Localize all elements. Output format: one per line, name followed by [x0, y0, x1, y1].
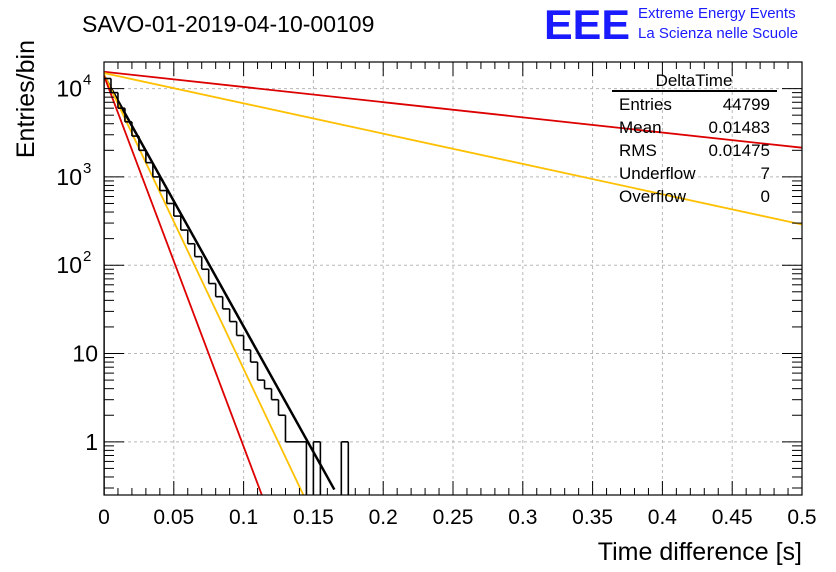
eee-logo: EEE Extreme Energy Events La Scienza nel… [544, 1, 798, 48]
x-tick-label: 0.5 [787, 506, 816, 529]
x-axis-label: Time difference [s] [598, 538, 802, 566]
y-tick-exponent: 3 [83, 160, 91, 177]
stats-row-label: RMS [619, 141, 657, 160]
fit-curve-line [104, 72, 802, 226]
y-tick-label: 10 [56, 252, 82, 278]
fit-curve-line [104, 70, 802, 149]
x-tick-label: 0.25 [433, 506, 474, 529]
x-axis-ticks: 0 0.05 0.1 0.15 0.2 0.25 0.3 0.35 0.4 0.45 0.5 [98, 62, 817, 529]
fit-curve-line [104, 73, 305, 495]
x-tick-label: 0.4 [648, 506, 678, 529]
eee-logo-line1: Extreme Energy Events [638, 5, 796, 22]
x-tick-label: 0.45 [712, 506, 753, 529]
stats-row-value: 0.01483 [709, 118, 770, 137]
y-axis-label: Entries/bin [12, 40, 40, 158]
x-tick-label: 0 [98, 506, 110, 529]
x-tick-label: 0.05 [153, 506, 194, 529]
y-tick-exponent: 4 [83, 72, 91, 89]
stats-row-value: 7 [761, 164, 770, 183]
stats-row-value: 44799 [723, 95, 770, 114]
fit-curve-line [104, 75, 263, 495]
x-tick-label: 0.1 [229, 506, 258, 529]
x-tick-label: 0.15 [293, 506, 334, 529]
stats-rows: Entries 44799 Mean 0.01483 RMS 0.01475 Underfl… [619, 95, 770, 206]
y-tick-label: 1 [85, 429, 98, 455]
grid-lines [104, 62, 802, 495]
x-tick-label: 0.3 [508, 506, 537, 529]
y-tick-exponent: 2 [83, 248, 91, 265]
stats-row-label: Underflow [619, 164, 696, 183]
fit-curves [104, 70, 802, 495]
y-tick-label: 10 [56, 164, 82, 190]
stats-row-label: Entries [619, 95, 672, 114]
y-tick-label: 10 [56, 76, 82, 102]
stats-box: DeltaTime Entries 44799 Mean 0.01483 RMS 0.01… [612, 71, 777, 206]
stats-row-label: Overflow [619, 187, 687, 206]
stats-row-value: 0 [761, 187, 770, 206]
run-title: SAVO-01-2019-04-10-00109 [82, 11, 374, 37]
x-tick-label: 0.35 [572, 506, 613, 529]
stats-title: DeltaTime [656, 71, 733, 90]
fit-curve-line [104, 75, 336, 491]
eee-logo-mark: EEE [544, 1, 630, 48]
stats-row-value: 0.01475 [709, 141, 770, 160]
y-tick-label: 10 [72, 341, 98, 367]
eee-logo-line2: La Scienza nelle Scuole [638, 25, 798, 42]
stats-row-label: Mean [619, 118, 662, 137]
x-tick-label: 0.2 [369, 506, 398, 529]
